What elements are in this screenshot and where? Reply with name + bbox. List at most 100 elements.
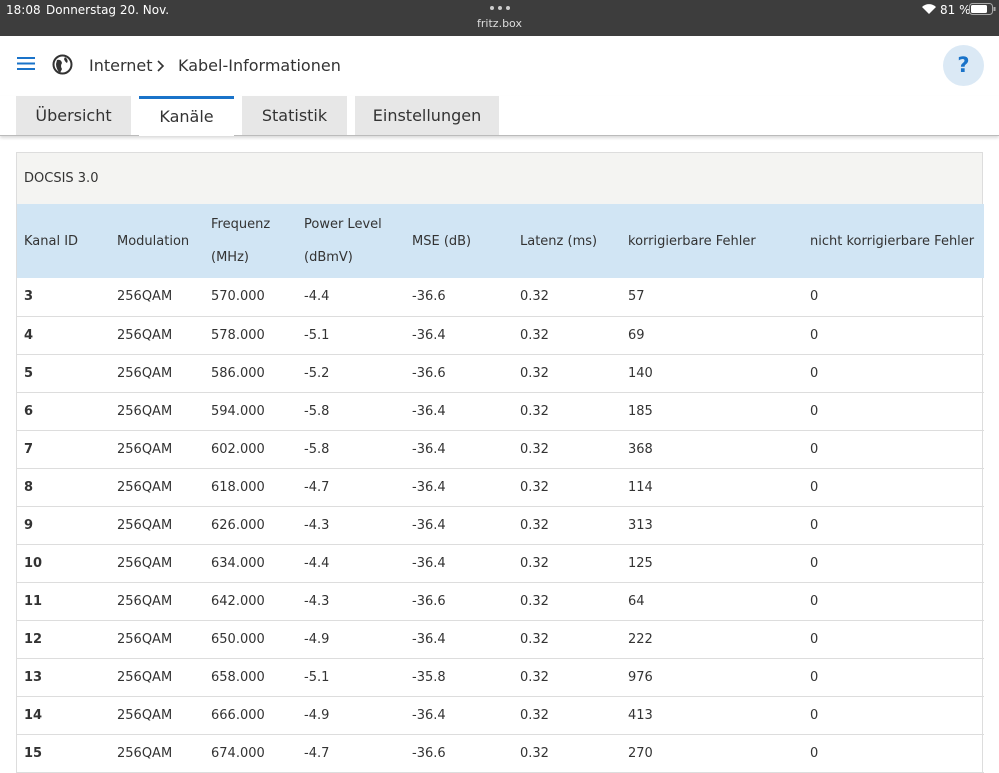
tab[interactable]: Kanäle xyxy=(139,96,234,136)
table-cell: 4 xyxy=(17,316,110,355)
table-cell: 256QAM xyxy=(110,582,204,621)
table-cell: 3 xyxy=(17,278,110,317)
table-cell: -36.4 xyxy=(405,392,513,431)
table-cell: 0 xyxy=(803,696,984,735)
table-cell: 0.32 xyxy=(513,734,621,773)
table-cell: 57 xyxy=(621,278,803,317)
table-cell: -4.3 xyxy=(297,582,405,621)
table-cell: 12 xyxy=(17,620,110,659)
tab[interactable]: Einstellungen xyxy=(355,96,499,135)
column-header: korrigierbare Fehler xyxy=(621,204,803,278)
table-row: 9 256QAM 626.000 -4.3 -36.4 0.32 313 0 xyxy=(17,506,984,545)
table-cell: 634.000 xyxy=(204,544,297,583)
table-cell: 578.000 xyxy=(204,316,297,355)
table-cell: -4.4 xyxy=(297,544,405,583)
header: Internet Kabel-Informationen ? xyxy=(0,36,999,96)
menu-button[interactable] xyxy=(17,56,35,71)
tab[interactable]: Übersicht xyxy=(16,96,131,135)
table-cell: 0 xyxy=(803,582,984,621)
table-cell: 13 xyxy=(17,658,110,697)
status-bar: 18:08 Donnerstag 20. Nov. fritz.box 81 % xyxy=(0,0,999,36)
column-header: Latenz (ms) xyxy=(513,204,621,278)
table-cell: 0.32 xyxy=(513,658,621,697)
table-cell: -36.4 xyxy=(405,316,513,355)
table-cell: -5.8 xyxy=(297,392,405,431)
channel-table: DOCSIS 3.0 Kanal ID Modulation Frequenz (M… xyxy=(16,152,984,773)
url[interactable]: fritz.box xyxy=(477,17,522,30)
table-cell: 9 xyxy=(17,506,110,545)
table-cell: -4.3 xyxy=(297,506,405,545)
table-cell: 0 xyxy=(803,620,984,659)
table-cell: -4.7 xyxy=(297,734,405,773)
section-title: DOCSIS 3.0 xyxy=(17,152,982,204)
table-cell: 0 xyxy=(803,354,984,393)
table-cell: 0.32 xyxy=(513,392,621,431)
table-row: 5 256QAM 586.000 -5.2 -36.6 0.32 140 0 xyxy=(17,354,984,393)
table-cell: 642.000 xyxy=(204,582,297,621)
table-cell: 256QAM xyxy=(110,278,204,317)
table-cell: 650.000 xyxy=(204,620,297,659)
table-row: 14 256QAM 666.000 -4.9 -36.4 0.32 413 0 xyxy=(17,696,984,735)
table-cell: -36.6 xyxy=(405,734,513,773)
table-cell: 64 xyxy=(621,582,803,621)
table-cell: 256QAM xyxy=(110,468,204,507)
column-header: Modulation xyxy=(110,204,204,278)
date: Donnerstag 20. Nov. xyxy=(46,3,170,17)
table-row: 6 256QAM 594.000 -5.8 -36.4 0.32 185 0 xyxy=(17,392,984,431)
table-cell: -5.8 xyxy=(297,430,405,469)
table-cell: 256QAM xyxy=(110,430,204,469)
table: Kanal ID Modulation Frequenz (MHz) Power Le… xyxy=(17,204,984,773)
column-header: Frequenz (MHz) xyxy=(204,204,297,278)
wifi-icon xyxy=(922,4,936,14)
table-cell: 0.32 xyxy=(513,278,621,317)
time: 18:08 xyxy=(6,3,41,17)
table-cell: 11 xyxy=(17,582,110,621)
header-row: Kanal ID Modulation Frequenz (MHz) Power Le… xyxy=(17,204,984,278)
table-row: 13 256QAM 658.000 -5.1 -35.8 0.32 976 0 xyxy=(17,658,984,697)
table-cell: -36.6 xyxy=(405,582,513,621)
table-cell: 0 xyxy=(803,544,984,583)
table-cell: -36.4 xyxy=(405,620,513,659)
table-cell: -36.6 xyxy=(405,354,513,393)
help-button[interactable]: ? xyxy=(943,45,984,86)
table-cell: 256QAM xyxy=(110,392,204,431)
table-cell: 0.32 xyxy=(513,506,621,545)
table-cell: 658.000 xyxy=(204,658,297,697)
table-row: 11 256QAM 642.000 -4.3 -36.6 0.32 64 0 xyxy=(17,582,984,621)
table-cell: 10 xyxy=(17,544,110,583)
column-header: Kanal ID xyxy=(17,204,110,278)
battery-level: 81 % xyxy=(940,3,971,17)
table-cell: 0.32 xyxy=(513,544,621,583)
table-cell: -36.4 xyxy=(405,430,513,469)
column-header: nicht korrigierbare Fehler xyxy=(803,204,984,278)
table-cell: 0.32 xyxy=(513,582,621,621)
table-cell: -36.4 xyxy=(405,506,513,545)
tab-bar: Übersicht Kanäle Statistik Einstellungen xyxy=(0,96,999,136)
table-cell: 618.000 xyxy=(204,468,297,507)
table-cell: 976 xyxy=(621,658,803,697)
table-cell: 0.32 xyxy=(513,354,621,393)
breadcrumb-item[interactable]: Internet xyxy=(89,56,153,75)
table-cell: 413 xyxy=(621,696,803,735)
table-cell: 125 xyxy=(621,544,803,583)
table-row: 10 256QAM 634.000 -4.4 -36.4 0.32 125 0 xyxy=(17,544,984,583)
table-cell: -5.1 xyxy=(297,658,405,697)
table-cell: 5 xyxy=(17,354,110,393)
table-cell: -36.4 xyxy=(405,544,513,583)
table-cell: 256QAM xyxy=(110,696,204,735)
table-row: 7 256QAM 602.000 -5.8 -36.4 0.32 368 0 xyxy=(17,430,984,469)
table-cell: 0 xyxy=(803,316,984,355)
table-cell: 15 xyxy=(17,734,110,773)
tab[interactable]: Statistik xyxy=(242,96,347,135)
table-cell: 8 xyxy=(17,468,110,507)
table-cell: -4.9 xyxy=(297,696,405,735)
battery-icon xyxy=(969,3,996,15)
table-cell: 256QAM xyxy=(110,316,204,355)
table-cell: 0 xyxy=(803,658,984,697)
table-cell: 674.000 xyxy=(204,734,297,773)
table-cell: 185 xyxy=(621,392,803,431)
table-cell: 256QAM xyxy=(110,734,204,773)
column-header: Power Level (dBmV) xyxy=(297,204,405,278)
table-cell: -4.4 xyxy=(297,278,405,317)
